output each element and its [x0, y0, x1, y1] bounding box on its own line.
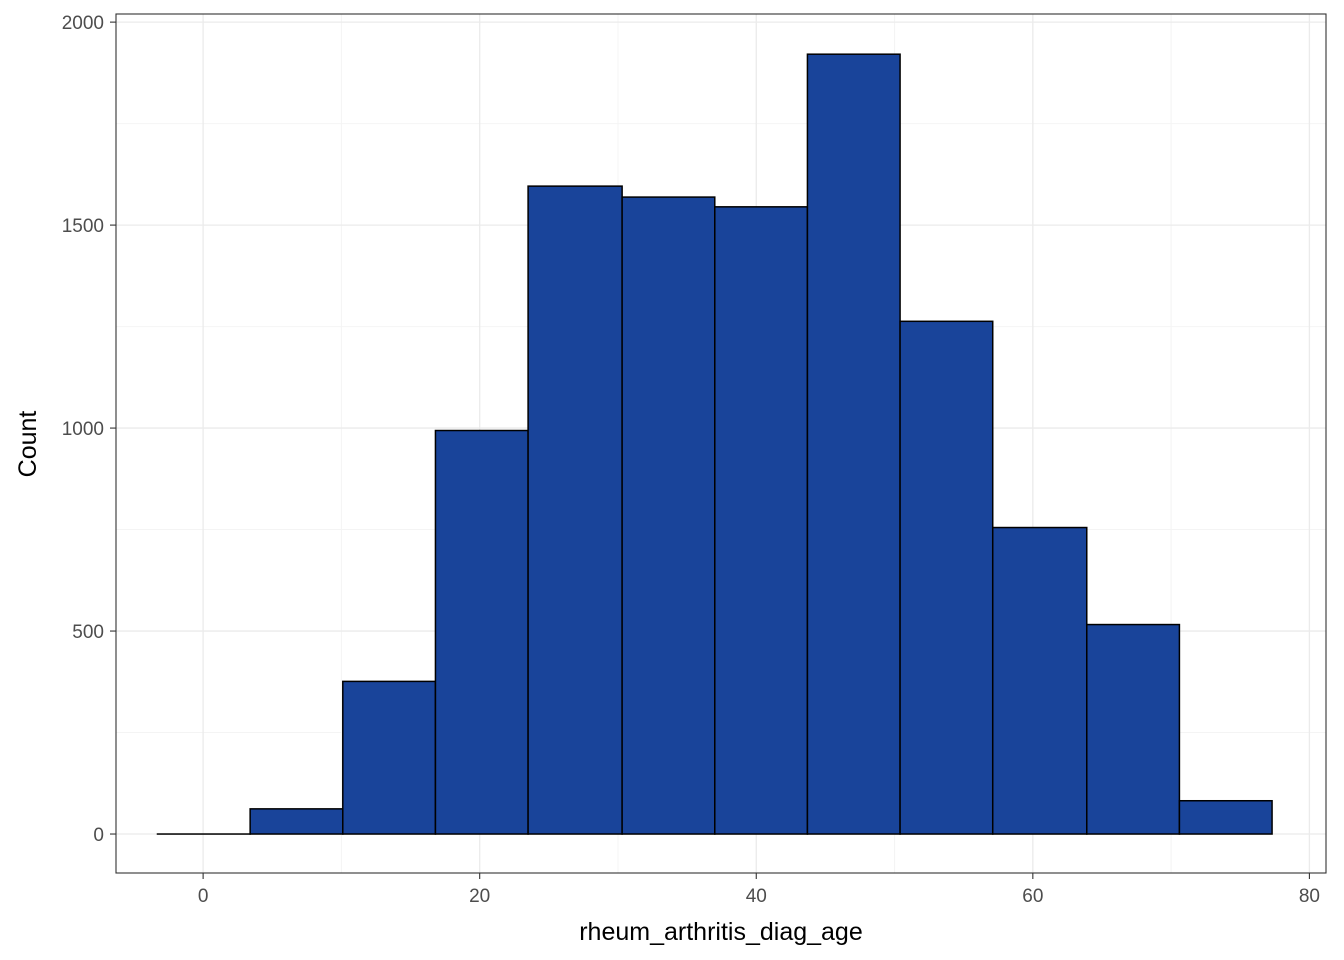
- x-tick-label: 60: [1022, 886, 1043, 907]
- histogram-bar-4: [527, 185, 623, 835]
- histogram-bar-1: [249, 808, 344, 835]
- x-tick-label: 80: [1299, 886, 1320, 907]
- histogram-bar-3: [434, 429, 529, 835]
- histogram-bar-6: [714, 206, 809, 835]
- y-tick-label: 1000: [62, 419, 104, 440]
- histogram-bar-11: [1178, 799, 1273, 835]
- x-tick-label: 0: [198, 886, 209, 907]
- histogram-bar-10: [1086, 623, 1181, 835]
- x-axis-title: rheum_arthritis_diag_age: [579, 918, 863, 946]
- histogram-bars: [156, 53, 1273, 835]
- histogram-bar-9: [991, 526, 1088, 835]
- y-tick-label: 1500: [62, 216, 104, 237]
- y-axis-title: Count: [14, 411, 42, 478]
- y-axis: 0 500 1000 1500 2000: [62, 13, 116, 846]
- histogram-bar-7: [806, 53, 901, 835]
- x-tick-label: 40: [746, 886, 767, 907]
- y-tick-label: 2000: [62, 13, 104, 34]
- x-tick-label: 20: [469, 886, 490, 907]
- panel-border: [115, 13, 1327, 874]
- histogram-bar-5: [621, 196, 716, 835]
- histogram-bar-2: [342, 680, 437, 835]
- y-tick-label: 500: [72, 622, 104, 643]
- x-axis: 0 20 40 60 80: [198, 873, 1320, 907]
- y-tick-label: 0: [93, 825, 104, 846]
- histogram-bar-8: [899, 320, 994, 835]
